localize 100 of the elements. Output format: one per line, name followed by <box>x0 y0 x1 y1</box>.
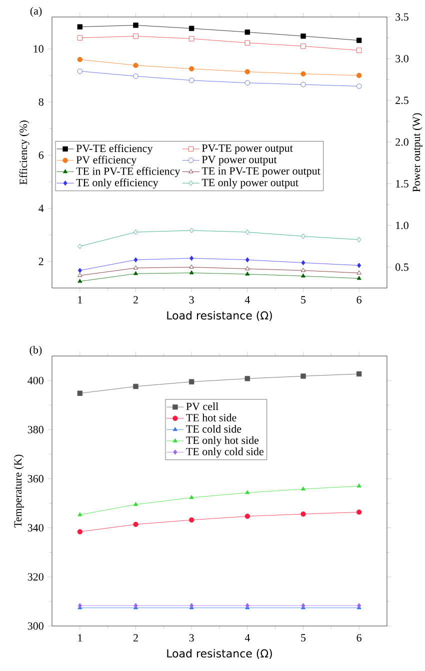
y2-tick-label: 0.5 <box>396 263 408 271</box>
chart-title: (b) <box>30 346 42 356</box>
point <box>245 230 250 235</box>
point <box>300 34 306 39</box>
point <box>188 66 194 72</box>
x-tick-label: 6 <box>356 296 362 304</box>
x-tick-label: 3 <box>189 634 194 642</box>
point <box>244 69 250 74</box>
x-tick-label: 2 <box>133 296 138 304</box>
legend-label: TE hot side <box>186 414 236 422</box>
point <box>133 22 138 28</box>
x-axis-title: Load resistance (Ω) <box>167 311 272 321</box>
point <box>133 34 138 39</box>
point <box>188 36 194 42</box>
point <box>77 56 83 62</box>
point <box>189 270 194 274</box>
point <box>133 265 138 270</box>
point <box>188 78 194 83</box>
point <box>301 234 306 239</box>
point <box>133 384 138 390</box>
point <box>244 40 250 46</box>
point <box>300 82 306 88</box>
point <box>356 510 362 515</box>
y2-tick-label: 1.0 <box>396 222 408 230</box>
point <box>189 264 194 269</box>
point <box>78 272 82 277</box>
point <box>134 257 138 262</box>
point <box>189 495 194 500</box>
point <box>356 84 362 89</box>
y2-axis-title: Power output (W) <box>412 113 422 192</box>
point <box>188 517 194 523</box>
y-tick-label: 6 <box>38 151 44 159</box>
point <box>300 486 306 490</box>
y-tick-label: 320 <box>28 573 44 581</box>
point <box>133 74 138 79</box>
point <box>356 48 362 53</box>
y2-tick-label: 3.5 <box>396 13 408 21</box>
point <box>78 278 82 283</box>
x-tick-label: 1 <box>78 634 82 642</box>
point <box>300 268 306 272</box>
point <box>78 244 82 249</box>
legend-label: PV power output <box>202 156 277 166</box>
y-tick-label: 400 <box>28 376 44 384</box>
point <box>301 260 306 266</box>
point <box>133 271 138 276</box>
x-tick-label: 5 <box>301 296 306 304</box>
point <box>244 30 250 35</box>
point <box>245 257 250 262</box>
legend-label: TE cold side <box>186 424 242 433</box>
y-axis-title: Temperature (K) <box>14 454 24 528</box>
point <box>245 272 250 276</box>
legend-label: TE only efficiency <box>76 178 158 189</box>
y-tick-label: 10 <box>34 45 44 53</box>
point <box>300 71 306 76</box>
point <box>78 512 82 516</box>
point <box>245 266 250 270</box>
legend-label: TE only power output <box>202 178 298 188</box>
point <box>300 44 306 49</box>
point <box>190 256 194 261</box>
point <box>356 72 362 78</box>
point <box>133 522 138 527</box>
y2-tick-label: 2.0 <box>396 138 408 146</box>
point <box>78 268 82 274</box>
x-tick-label: 1 <box>78 296 82 304</box>
point <box>357 237 362 242</box>
point <box>300 273 306 278</box>
y2-tick-label: 2.5 <box>396 96 408 104</box>
legend-label: PV-TE power output <box>202 144 293 154</box>
point <box>356 270 362 274</box>
point <box>245 490 250 494</box>
y-tick-label: 360 <box>28 475 44 482</box>
legend-label: PV cell <box>186 402 218 410</box>
x-tick-label: 3 <box>189 296 194 304</box>
point <box>77 24 83 30</box>
legend-label: TE only hot side <box>186 436 259 446</box>
legend-label: TE only cold side <box>186 448 264 458</box>
legend-label: PV efficiency <box>76 156 137 166</box>
point <box>300 374 306 379</box>
x-tick-label: 5 <box>301 634 306 642</box>
legend-label: PV-TE efficiency <box>76 144 153 154</box>
point <box>133 62 138 68</box>
point <box>188 379 194 384</box>
y-axis-title: Efficiency (%) <box>19 120 30 185</box>
y-tick-label: 300 <box>28 622 44 630</box>
legend-label: TE in PV-TE power output <box>202 167 320 177</box>
y-tick-label: 380 <box>28 426 44 434</box>
x-tick-label: 6 <box>356 634 362 642</box>
x-tick-label: 4 <box>244 634 250 642</box>
y-tick-label: 340 <box>28 524 44 532</box>
x-tick-label: 2 <box>133 634 138 642</box>
point <box>77 35 83 40</box>
y2-tick-label: 3.0 <box>396 54 408 62</box>
legend-label: TE in PV-TE efficiency <box>76 167 180 178</box>
point <box>356 276 362 280</box>
chart-title: (a) <box>30 6 42 17</box>
x-tick-label: 4 <box>244 296 250 304</box>
point <box>356 38 362 43</box>
point <box>356 371 362 377</box>
y2-tick-label: 1.5 <box>396 180 408 188</box>
point <box>244 376 250 382</box>
